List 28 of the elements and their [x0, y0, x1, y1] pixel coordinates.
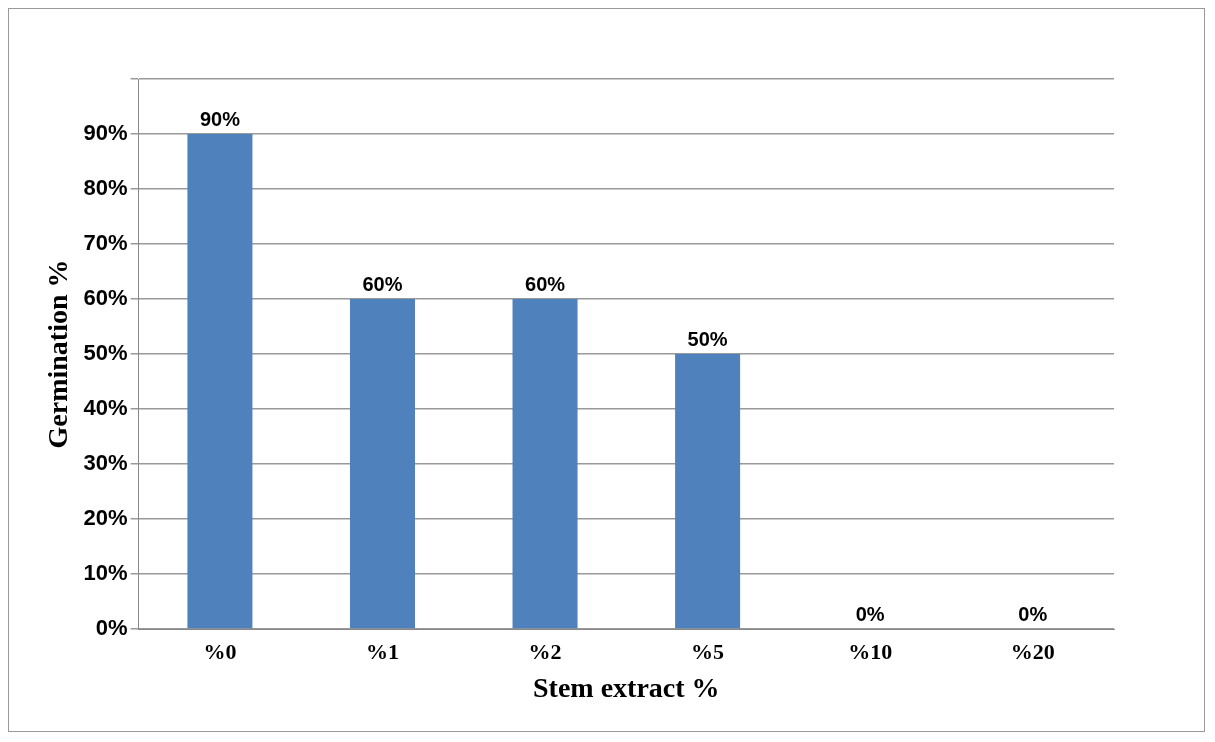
x-tick-label: %0	[203, 638, 237, 664]
data-label: 90%	[199, 107, 241, 130]
data-label: 0%	[855, 602, 885, 625]
x-tick-label: %10	[848, 638, 893, 664]
bar	[187, 134, 253, 629]
data-label: 60%	[362, 272, 403, 295]
y-tick-label: 60%	[83, 285, 128, 311]
x-tick-label: %5	[691, 638, 725, 664]
x-axis-title: Stem extract %	[533, 672, 720, 704]
bar	[349, 299, 415, 629]
y-tick-label: 0%	[95, 615, 128, 641]
y-tick-label: 70%	[83, 230, 128, 256]
data-label: 60%	[525, 272, 566, 295]
y-tick-label: 50%	[83, 340, 128, 366]
data-label: 50%	[687, 327, 728, 350]
y-tick-label: 90%	[83, 120, 128, 146]
y-tick-label: 80%	[83, 175, 128, 201]
x-tick-label: %2	[528, 638, 562, 664]
bar	[512, 299, 578, 629]
y-tick-label: 40%	[83, 395, 128, 421]
y-tick-label: 10%	[83, 560, 128, 586]
y-tick-label: 30%	[83, 450, 128, 476]
x-tick-label: %20	[1010, 638, 1055, 664]
y-tick-label: 20%	[83, 505, 128, 531]
bar	[675, 354, 741, 629]
y-axis-title: Germination %	[42, 259, 74, 449]
data-label: 0%	[1018, 602, 1048, 625]
x-tick-label: %1	[365, 638, 399, 664]
